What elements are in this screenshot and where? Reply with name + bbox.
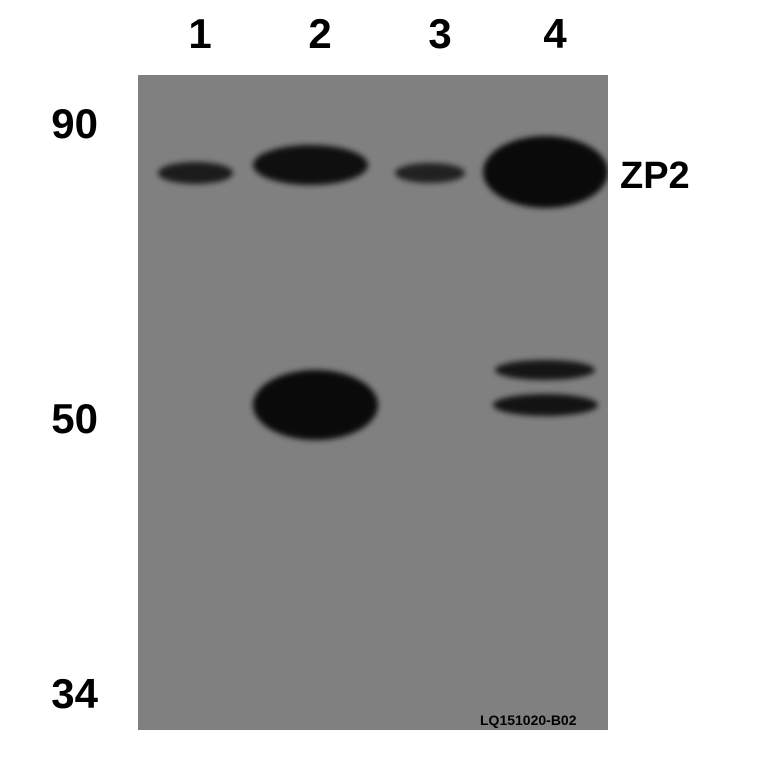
- lane-label-3: 3: [410, 10, 470, 58]
- band-annotation-zp2: ZP2: [620, 155, 690, 198]
- blot-band-lane4-6: [493, 394, 598, 416]
- mw-marker-50: 50: [18, 395, 98, 443]
- figure-container: 1234 905034 ZP2 LQ151020-B02: [0, 0, 764, 764]
- blot-band-lane2-4: [253, 370, 378, 440]
- lane-label-1: 1: [170, 10, 230, 58]
- image-identifier: LQ151020-B02: [480, 712, 577, 728]
- blot-band-lane4-5: [495, 360, 595, 380]
- mw-marker-34: 34: [18, 670, 98, 718]
- lane-label-4: 4: [525, 10, 585, 58]
- mw-marker-90: 90: [18, 100, 98, 148]
- blot-band-lane3-2: [395, 163, 465, 183]
- blot-band-lane4-3: [483, 136, 608, 208]
- western-blot-image: [138, 75, 608, 730]
- lane-label-2: 2: [290, 10, 350, 58]
- blot-band-lane2-1: [253, 145, 368, 185]
- blot-band-lane1-0: [158, 162, 233, 184]
